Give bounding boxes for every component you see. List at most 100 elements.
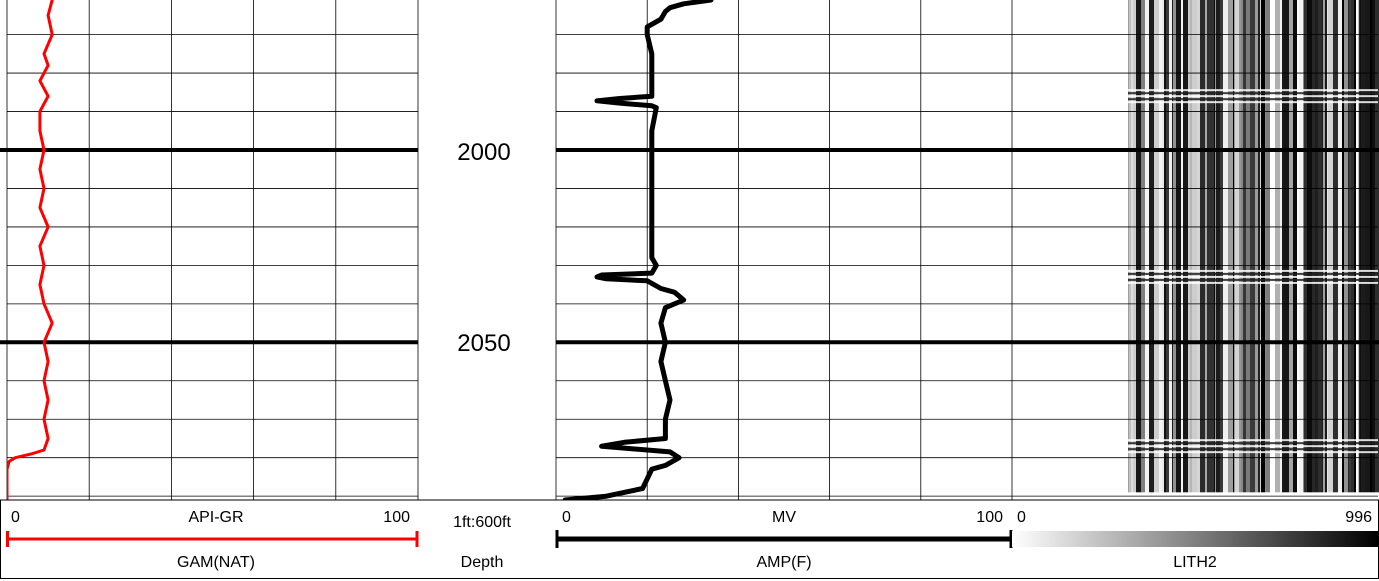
lith2-trace: [1243, 0, 1246, 493]
lith2-trace: [1322, 0, 1323, 493]
lith2-trace: [1365, 0, 1370, 493]
lith2-trace: [1265, 0, 1266, 493]
amp-max-label: 100: [976, 509, 1003, 526]
depth-label-2050: 2050: [457, 330, 510, 357]
lith2-trace: [1282, 0, 1284, 493]
depth-scale-label: 1ft:600ft: [453, 514, 511, 531]
lith2-trace: [1354, 0, 1356, 493]
lith2-trace: [1145, 0, 1149, 493]
lith2-trace: [1197, 0, 1200, 493]
lith2-trace: [1318, 0, 1322, 493]
lith2-trace: [1370, 0, 1372, 493]
lith2-trace: [1192, 0, 1197, 493]
lith2-trace: [1159, 0, 1162, 493]
lith2-bright-band: [1128, 95, 1378, 98]
plot-area: 2000 2050: [0, 0, 1379, 500]
lith2-bright-band: [1128, 92, 1378, 95]
lith2-trace: [1303, 0, 1304, 493]
lith2-trace: [1129, 0, 1131, 493]
lith2-trace: [1258, 0, 1260, 493]
lith2-trace: [1133, 0, 1136, 493]
lith2-trace: [1372, 0, 1375, 493]
lith2-trace: [1162, 0, 1164, 493]
lith2-trace: [1344, 0, 1348, 493]
lith2-trace: [1136, 0, 1141, 493]
lith2-trace: [1181, 0, 1183, 493]
lith2-trace: [1293, 0, 1297, 493]
lith2-trace: [1220, 0, 1223, 493]
lith2-color-scale-bar: [1012, 531, 1378, 547]
lith2-trace: [1216, 0, 1220, 493]
lith2-trace: [1239, 0, 1241, 493]
depth-label-2000: 2000: [457, 139, 510, 166]
lith2-trace: [1169, 0, 1172, 493]
lith2-trace: [1241, 0, 1243, 493]
amp-curve-name: AMP(F): [756, 554, 811, 571]
lith2-trace: [1250, 0, 1255, 493]
lith2-trace: [1255, 0, 1258, 493]
depth-major-lines: [0, 148, 1379, 345]
lith2-curve-name: LITH2: [1173, 554, 1217, 571]
lith2-trace: [1297, 0, 1299, 493]
lith2-bright-band: [1128, 98, 1378, 101]
lith2-trace: [1131, 0, 1133, 493]
lith2-density-image: [1128, 0, 1379, 493]
lith2-trace: [1214, 0, 1215, 493]
lith2-trace: [1275, 0, 1280, 493]
amp-track-header: 0 MV 100 AMP(F): [555, 509, 1013, 571]
lith2-trace: [1128, 0, 1129, 493]
lith2-bright-band: [1128, 445, 1378, 448]
lith2-trace: [1304, 0, 1307, 493]
gam-curve-name: GAM(NAT): [177, 554, 255, 571]
lith2-trace: [1280, 0, 1282, 493]
lith2-trace: [1266, 0, 1270, 493]
lith2-bright-band: [1128, 451, 1378, 454]
lith2-trace: [1215, 0, 1216, 493]
lith2-trace: [1359, 0, 1360, 493]
lith2-trace: [1328, 0, 1333, 493]
lith2-trace: [1342, 0, 1343, 493]
lith2-bright-band: [1128, 281, 1378, 284]
depth-track-header: 1ft:600ft Depth: [453, 514, 511, 571]
lith2-trace: [1351, 0, 1354, 493]
gam-max-label: 100: [383, 509, 410, 526]
lith2-max-label: 996: [1345, 509, 1372, 526]
lith2-bright-band: [1128, 101, 1378, 104]
lith2-trace: [1188, 0, 1190, 493]
lith2-trace: [1207, 0, 1209, 493]
lith2-trace: [1356, 0, 1358, 493]
lith2-trace: [1164, 0, 1166, 493]
lith2-trace: [1375, 0, 1379, 493]
lith2-trace: [1333, 0, 1338, 493]
lith2-trace: [1149, 0, 1154, 493]
lith2-trace: [1270, 0, 1275, 493]
lith2-trace: [1166, 0, 1169, 493]
lith2-trace: [1289, 0, 1293, 493]
lith2-bright-band: [1128, 89, 1378, 92]
lith2-trace: [1200, 0, 1205, 493]
amp-min-label: 0: [562, 509, 571, 526]
lith2-trace: [1186, 0, 1188, 493]
depth-track-name: Depth: [461, 554, 504, 571]
lith2-trace: [1205, 0, 1207, 493]
lith2-track-grid: [1012, 34, 1378, 497]
lith2-trace: [1323, 0, 1325, 493]
lith2-bright-band: [1128, 448, 1378, 451]
lith2-trace: [1343, 0, 1344, 493]
lith2-trace: [1228, 0, 1233, 493]
lith2-trace: [1235, 0, 1239, 493]
lith2-trace: [1299, 0, 1303, 493]
gam-curve: [7, 0, 54, 500]
gam-unit-label: API-GR: [188, 509, 243, 526]
amp-curve: [562, 0, 714, 500]
lith2-min-label: 0: [1017, 509, 1026, 526]
lith2-trace: [1284, 0, 1289, 493]
lith2-trace: [1183, 0, 1186, 493]
amp-track-grid: [555, 0, 1013, 500]
amp-unit-label: MV: [772, 509, 796, 526]
lith2-trace: [1173, 0, 1176, 493]
lith2-trace: [1154, 0, 1159, 493]
gam-track-grid: [6, 0, 419, 500]
lith2-trace: [1360, 0, 1361, 493]
